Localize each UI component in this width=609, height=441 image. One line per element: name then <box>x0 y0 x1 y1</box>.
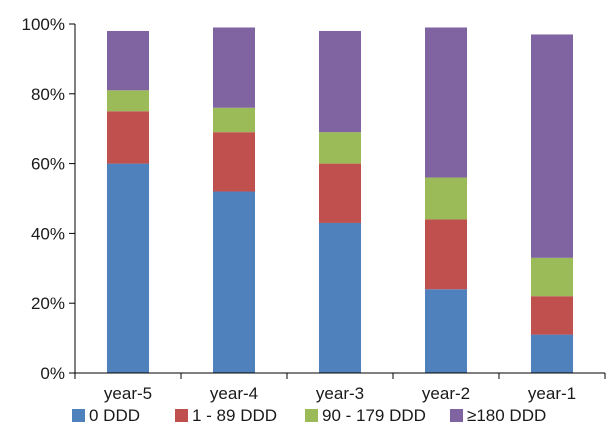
y-tick-label: 100% <box>22 15 65 34</box>
bar-segment-year-5-series-3 <box>107 30 149 91</box>
bar-segment-year-3-series-3 <box>319 30 361 133</box>
legend-label: ≥180 DDD <box>467 406 546 425</box>
legend-swatch <box>305 409 318 422</box>
legend: 0 DDD 1 - 89 DDD 90 - 179 DDD ≥180 DDD <box>72 406 546 425</box>
y-tick-group: 0% 20% 40% 60% 80% 100% <box>22 15 75 383</box>
y-tick-label: 0% <box>40 364 65 383</box>
bar-segment-year-1-series-1 <box>531 296 573 335</box>
x-tick-group: year-5 year-4 year-3 year-2 year-1 <box>74 373 606 403</box>
bar-segment-year-2-series-3 <box>425 27 467 178</box>
y-tick-label: 20% <box>31 294 65 313</box>
x-tick-label: year-2 <box>422 384 470 403</box>
bar-segment-year-4-series-3 <box>213 27 255 108</box>
x-tick-label: year-1 <box>528 384 576 403</box>
bar-segment-year-1-series-3 <box>531 34 573 258</box>
legend-label: 0 DDD <box>89 406 140 425</box>
legend-swatch <box>175 409 188 422</box>
bar-segment-year-2-series-1 <box>425 219 467 290</box>
legend-item: ≥180 DDD <box>450 406 546 425</box>
bar-segment-year-2-series-0 <box>425 289 467 373</box>
bar-segment-year-5-series-0 <box>107 163 149 373</box>
x-tick-label: year-3 <box>316 384 364 403</box>
legend-label: 1 - 89 DDD <box>192 406 277 425</box>
bars-group <box>107 27 573 373</box>
bar-segment-year-5-series-2 <box>107 90 149 112</box>
bar-segment-year-3-series-2 <box>319 132 361 164</box>
axes-group <box>74 24 605 374</box>
legend-item: 0 DDD <box>72 406 140 425</box>
legend-item: 90 - 179 DDD <box>305 406 426 425</box>
legend-swatch <box>72 409 85 422</box>
bar-segment-year-2-series-2 <box>425 177 467 220</box>
bar-segment-year-4-series-2 <box>213 107 255 133</box>
bar-segment-year-5-series-1 <box>107 111 149 164</box>
bar-segment-year-3-series-1 <box>319 163 361 223</box>
y-tick-label: 40% <box>31 224 65 243</box>
x-tick-label: year-4 <box>210 384 258 403</box>
x-tick-label: year-5 <box>104 384 152 403</box>
legend-label: 90 - 179 DDD <box>322 406 426 425</box>
bar-segment-year-1-series-0 <box>531 334 573 373</box>
legend-item: 1 - 89 DDD <box>175 406 277 425</box>
legend-swatch <box>450 409 463 422</box>
y-tick-label: 80% <box>31 85 65 104</box>
bar-segment-year-4-series-1 <box>213 132 255 192</box>
bar-segment-year-1-series-2 <box>531 257 573 297</box>
y-tick-label: 60% <box>31 155 65 174</box>
bar-segment-year-3-series-0 <box>319 222 361 373</box>
bar-segment-year-4-series-0 <box>213 191 255 373</box>
